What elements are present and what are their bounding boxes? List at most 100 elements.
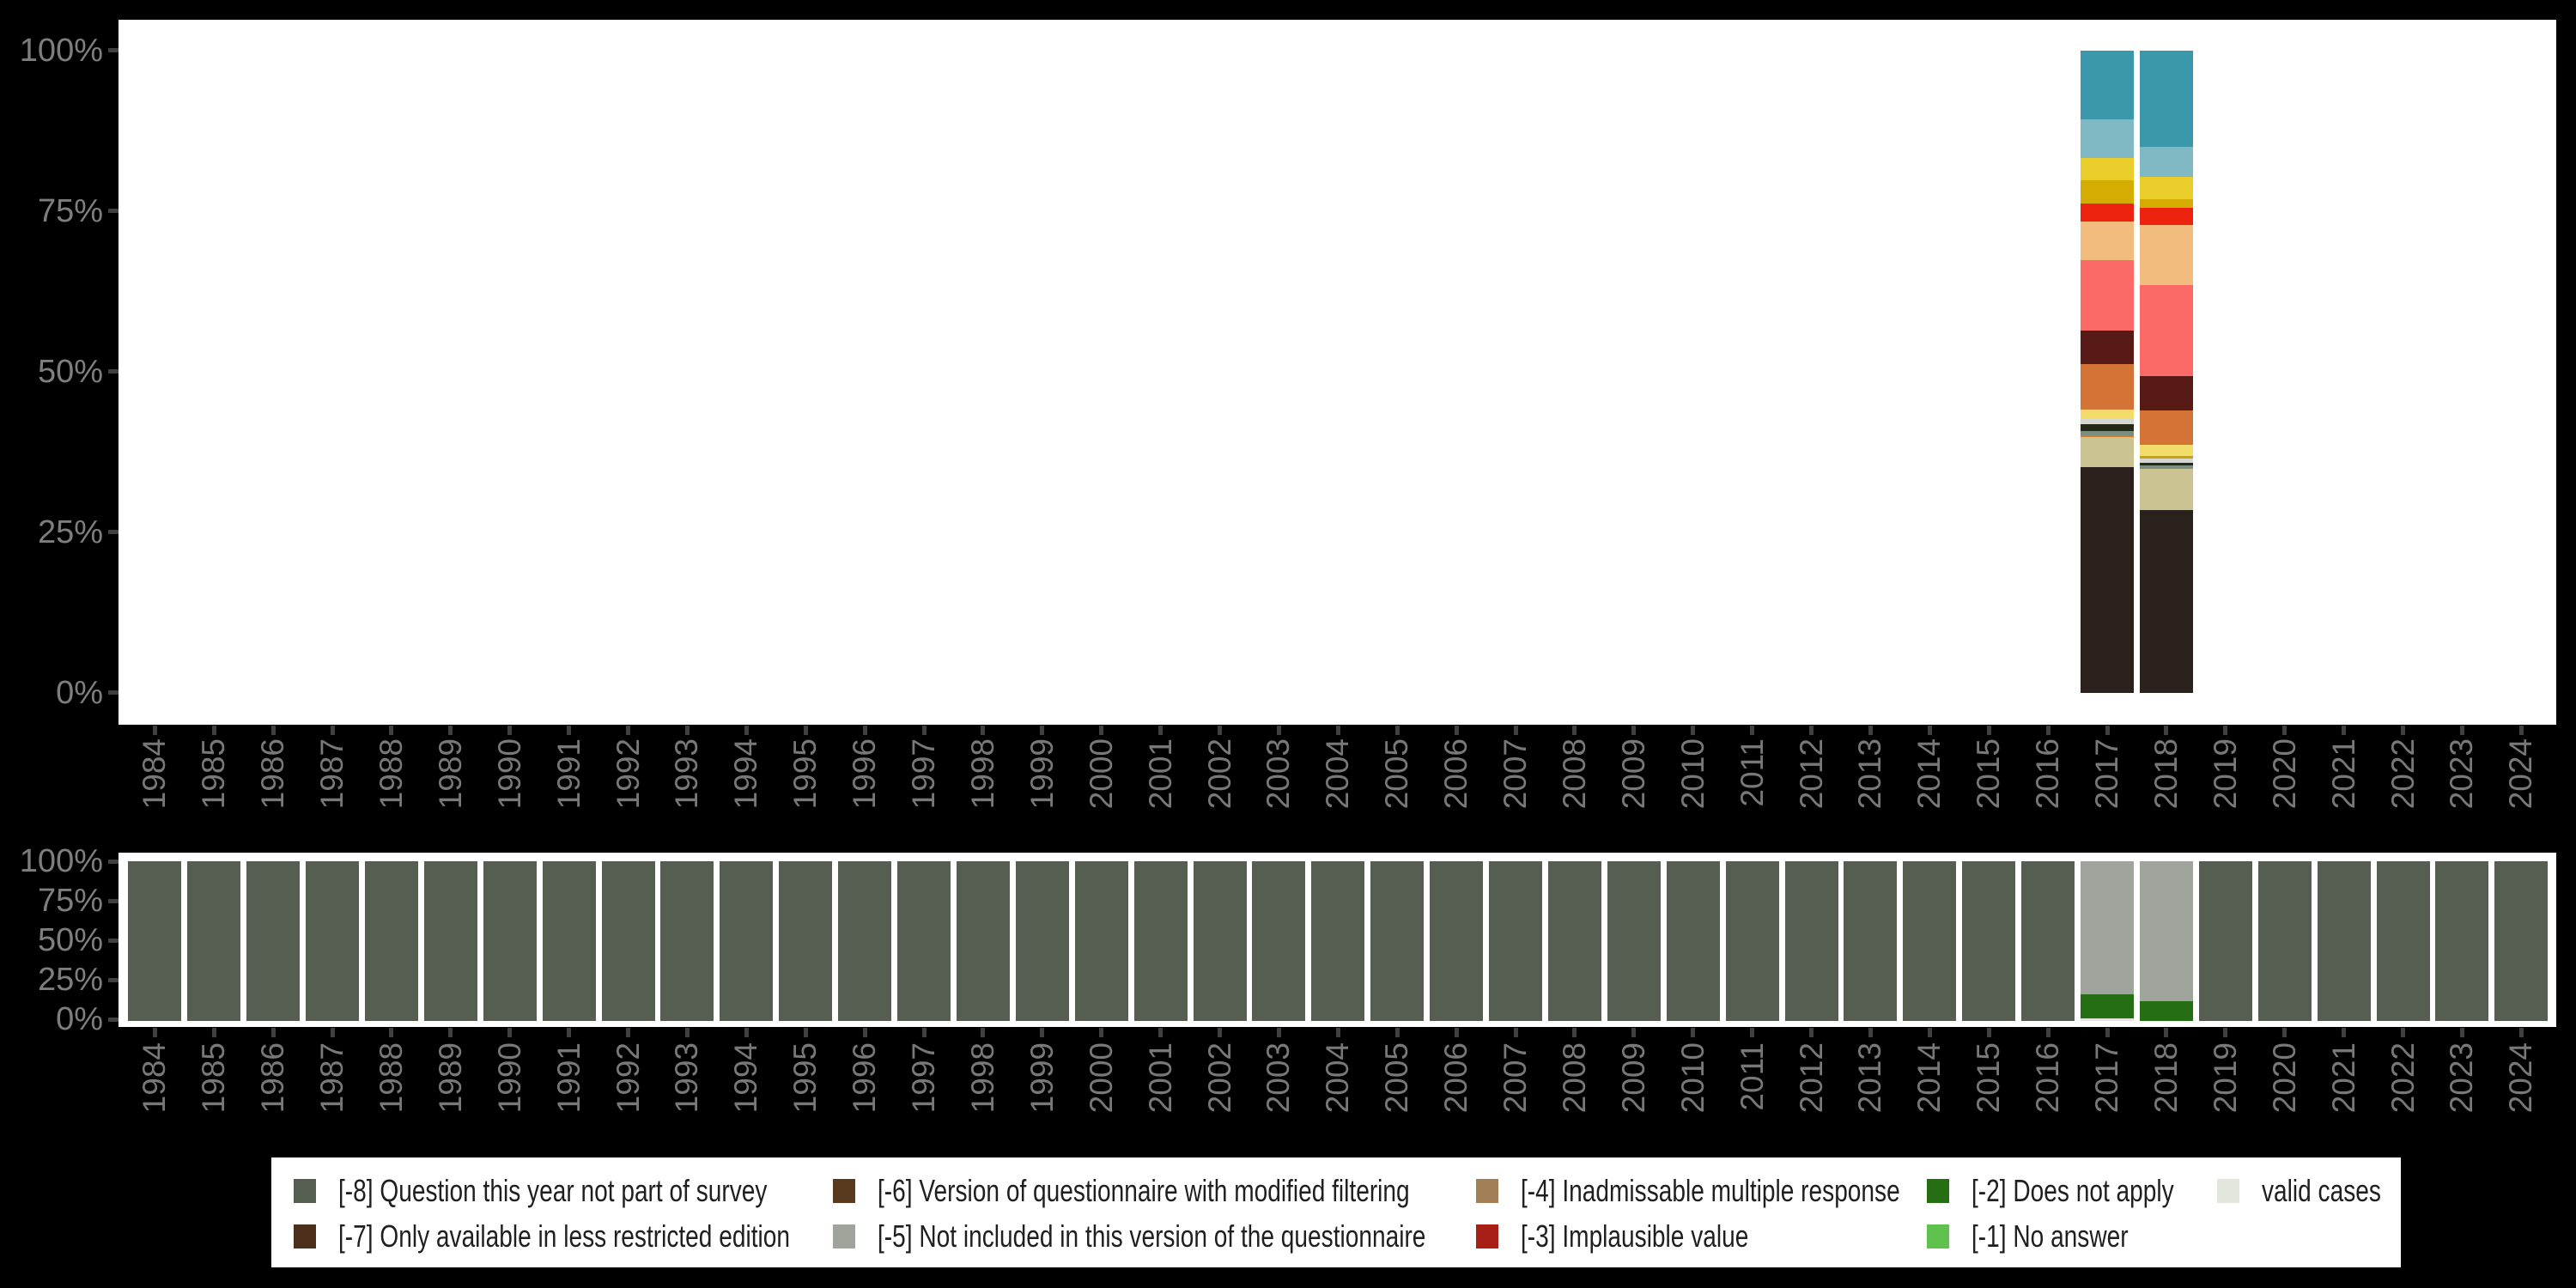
year-bar-2021[interactable]: [2317, 861, 2371, 1021]
year-bar-1994[interactable]: [720, 861, 774, 1021]
bar-segment--8-question-this-year-not-part-of-survey[interactable]: [483, 861, 537, 1021]
bar-segment[interactable]: [2139, 509, 2193, 693]
bar-segment[interactable]: [2081, 119, 2134, 159]
bar-segment[interactable]: [2081, 410, 2134, 419]
year-bar-2001[interactable]: [1133, 861, 1188, 1021]
year-bar-2003[interactable]: [1252, 861, 1306, 1021]
year-bar-2022[interactable]: [2376, 861, 2430, 1021]
year-bar-2013[interactable]: [1844, 861, 1898, 1021]
year-bar-1989[interactable]: [423, 861, 477, 1021]
year-bar-2005[interactable]: [1370, 861, 1425, 1021]
year-bar-2009[interactable]: [1607, 861, 1661, 1021]
year-bar-1995[interactable]: [779, 861, 833, 1021]
year-bar-2002[interactable]: [1193, 861, 1247, 1021]
bar-segment--8-question-this-year-not-part-of-survey[interactable]: [1074, 861, 1128, 1021]
bar-segment--8-question-this-year-not-part-of-survey[interactable]: [779, 861, 833, 1021]
bar-segment[interactable]: [2139, 410, 2193, 446]
year-bar-1999[interactable]: [1015, 861, 1069, 1021]
bar-segment[interactable]: [2139, 51, 2193, 147]
bar-segment[interactable]: [2139, 458, 2193, 463]
year-bar-2018[interactable]: [2139, 51, 2193, 693]
bar-segment--5-not-included-in-this-version-of-the-questionnaire[interactable]: [2081, 861, 2134, 994]
bar-segment[interactable]: [2139, 465, 2193, 470]
bar-segment[interactable]: [2081, 467, 2134, 693]
bar-segment--8-question-this-year-not-part-of-survey[interactable]: [306, 861, 359, 1021]
year-bar-2017[interactable]: [2081, 861, 2134, 1021]
bar-segment--8-question-this-year-not-part-of-survey[interactable]: [1962, 861, 2016, 1021]
bar-segment--8-question-this-year-not-part-of-survey[interactable]: [660, 861, 714, 1021]
year-bar-1984[interactable]: [128, 861, 182, 1021]
bar-segment--8-question-this-year-not-part-of-survey[interactable]: [897, 861, 951, 1021]
year-bar-2006[interactable]: [1430, 861, 1484, 1021]
bar-segment[interactable]: [2081, 51, 2134, 120]
bar-segment--2-does-not-apply[interactable]: [2081, 993, 2134, 1018]
bar-segment--8-question-this-year-not-part-of-survey[interactable]: [187, 861, 241, 1021]
year-bar-2012[interactable]: [1784, 861, 1838, 1021]
year-bar-1993[interactable]: [660, 861, 714, 1021]
bar-segment--8-question-this-year-not-part-of-survey[interactable]: [2198, 861, 2252, 1021]
bar-segment[interactable]: [2139, 198, 2193, 209]
year-bar-2018[interactable]: [2139, 861, 2193, 1021]
bar-segment[interactable]: [2139, 455, 2193, 459]
year-bar-2014[interactable]: [1903, 861, 1957, 1021]
year-bar-1985[interactable]: [187, 861, 241, 1021]
bar-segment[interactable]: [2139, 469, 2193, 510]
year-bar-2020[interactable]: [2257, 861, 2312, 1021]
bar-segment--8-question-this-year-not-part-of-survey[interactable]: [1252, 861, 1306, 1021]
bar-segment--8-question-this-year-not-part-of-survey[interactable]: [1903, 861, 1957, 1021]
bar-segment-valid-cases[interactable]: [2081, 1018, 2134, 1021]
bar-segment--8-question-this-year-not-part-of-survey[interactable]: [1311, 861, 1365, 1021]
bar-segment--8-question-this-year-not-part-of-survey[interactable]: [2021, 861, 2075, 1021]
bar-segment[interactable]: [2081, 430, 2134, 436]
year-bar-1996[interactable]: [838, 861, 892, 1021]
bar-segment--5-not-included-in-this-version-of-the-questionnaire[interactable]: [2139, 861, 2193, 1001]
bar-segment--8-question-this-year-not-part-of-survey[interactable]: [1489, 861, 1542, 1021]
bar-segment--8-question-this-year-not-part-of-survey[interactable]: [1607, 861, 1661, 1021]
bar-segment--8-question-this-year-not-part-of-survey[interactable]: [956, 861, 1010, 1021]
bar-segment--8-question-this-year-not-part-of-survey[interactable]: [2494, 861, 2549, 1021]
bar-segment--8-question-this-year-not-part-of-survey[interactable]: [1133, 861, 1188, 1021]
year-bar-1990[interactable]: [483, 861, 537, 1021]
bar-segment[interactable]: [2081, 222, 2134, 260]
year-bar-2004[interactable]: [1311, 861, 1365, 1021]
bar-segment--2-does-not-apply[interactable]: [2139, 1000, 2193, 1021]
bar-segment[interactable]: [2081, 418, 2134, 425]
bar-segment--8-question-this-year-not-part-of-survey[interactable]: [2435, 861, 2489, 1021]
bar-segment--8-question-this-year-not-part-of-survey[interactable]: [542, 861, 596, 1021]
bar-segment[interactable]: [2081, 203, 2134, 222]
bar-segment[interactable]: [2139, 284, 2193, 376]
bar-segment--8-question-this-year-not-part-of-survey[interactable]: [1666, 861, 1720, 1021]
year-bar-2007[interactable]: [1489, 861, 1542, 1021]
year-bar-2024[interactable]: [2494, 861, 2549, 1021]
bar-segment[interactable]: [2081, 331, 2134, 365]
year-bar-2015[interactable]: [1962, 861, 2016, 1021]
bar-segment--8-question-this-year-not-part-of-survey[interactable]: [128, 861, 182, 1021]
year-bar-2010[interactable]: [1666, 861, 1720, 1021]
year-bar-1987[interactable]: [306, 861, 359, 1021]
bar-segment[interactable]: [2139, 176, 2193, 199]
bar-segment[interactable]: [2081, 436, 2134, 468]
bar-segment--8-question-this-year-not-part-of-survey[interactable]: [2376, 861, 2430, 1021]
bar-segment--8-question-this-year-not-part-of-survey[interactable]: [423, 861, 477, 1021]
bar-segment--8-question-this-year-not-part-of-survey[interactable]: [364, 861, 418, 1021]
bar-segment[interactable]: [2139, 146, 2193, 177]
bar-segment--8-question-this-year-not-part-of-survey[interactable]: [1844, 861, 1898, 1021]
bar-segment[interactable]: [2081, 435, 2134, 437]
bar-segment[interactable]: [2081, 424, 2134, 431]
bar-segment--8-question-this-year-not-part-of-survey[interactable]: [1547, 861, 1601, 1021]
year-bar-2023[interactable]: [2435, 861, 2489, 1021]
bar-segment[interactable]: [2139, 445, 2193, 456]
bar-segment[interactable]: [2081, 259, 2134, 331]
bar-segment--8-question-this-year-not-part-of-survey[interactable]: [246, 861, 301, 1021]
bar-segment--8-question-this-year-not-part-of-survey[interactable]: [838, 861, 892, 1021]
bar-segment--8-question-this-year-not-part-of-survey[interactable]: [1784, 861, 1838, 1021]
year-bar-1986[interactable]: [246, 861, 301, 1021]
bar-segment--8-question-this-year-not-part-of-survey[interactable]: [1430, 861, 1484, 1021]
year-bar-2011[interactable]: [1725, 861, 1779, 1021]
bar-segment[interactable]: [2139, 462, 2193, 466]
year-bar-1997[interactable]: [897, 861, 951, 1021]
year-bar-2017[interactable]: [2081, 51, 2134, 693]
bar-segment--8-question-this-year-not-part-of-survey[interactable]: [1370, 861, 1425, 1021]
bar-segment--8-question-this-year-not-part-of-survey[interactable]: [1193, 861, 1247, 1021]
year-bar-2008[interactable]: [1547, 861, 1601, 1021]
